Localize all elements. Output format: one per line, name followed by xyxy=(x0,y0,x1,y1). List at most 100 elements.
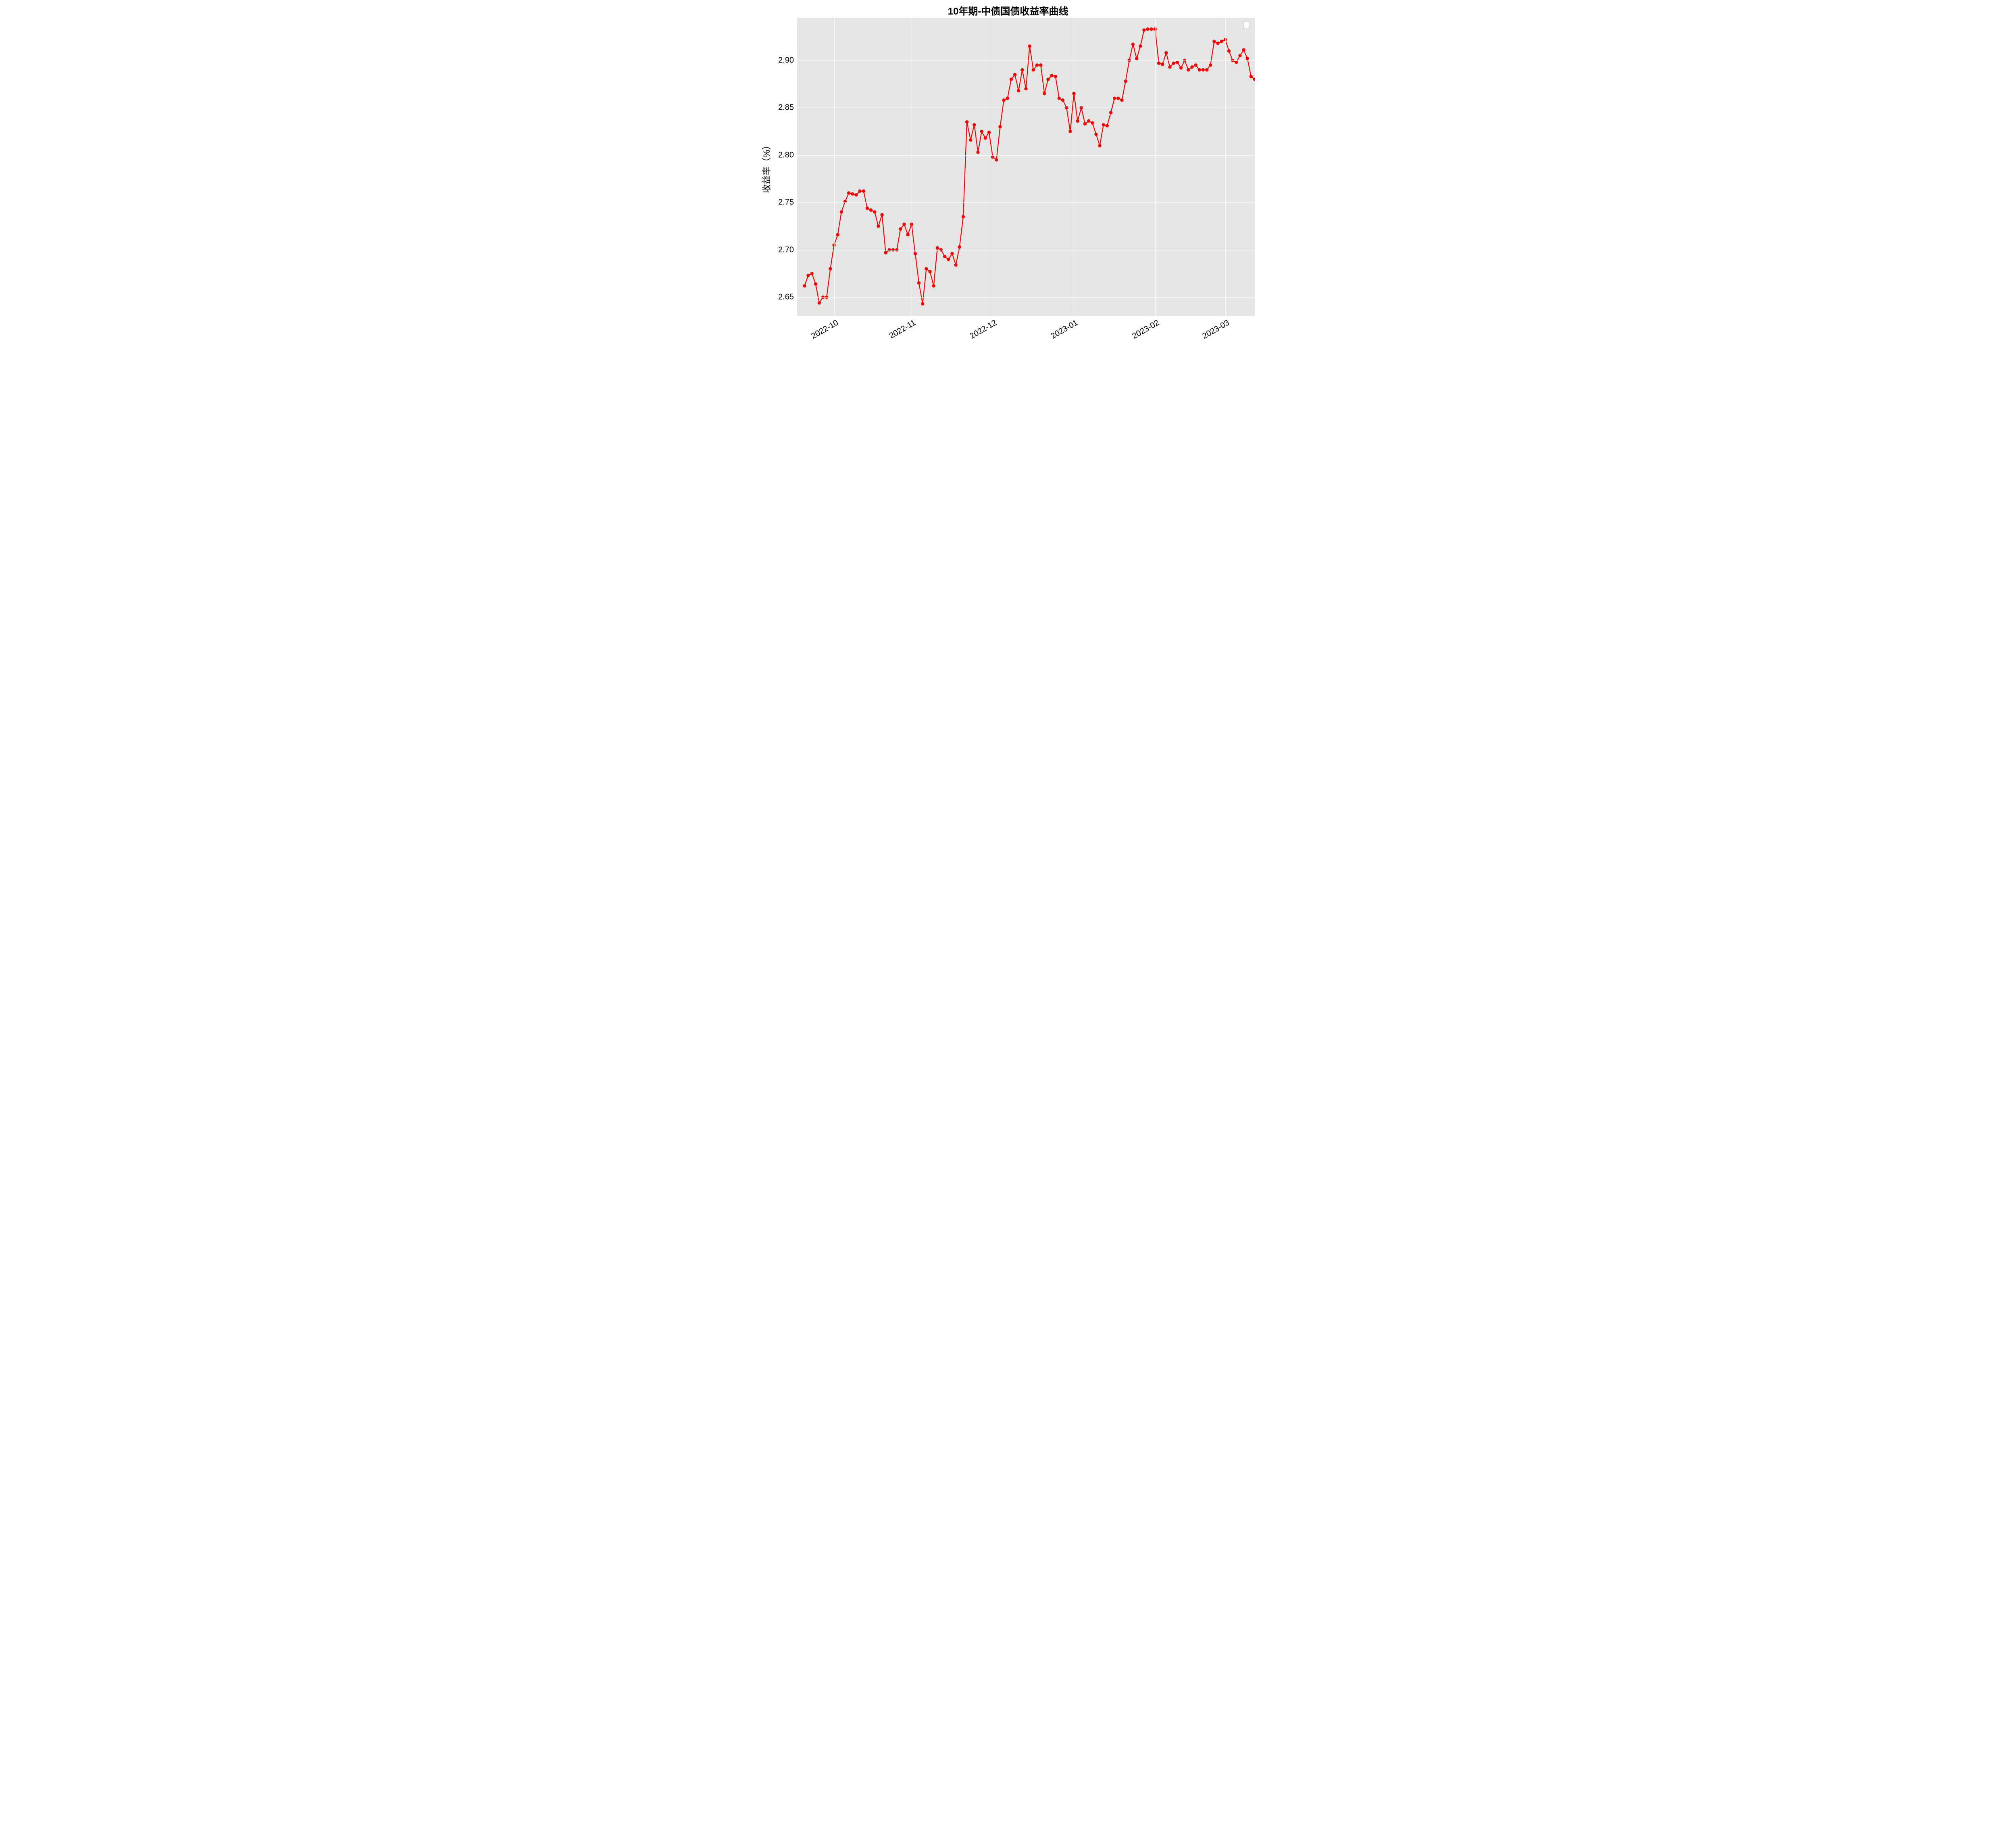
series-marker xyxy=(1043,92,1046,95)
ytick-label: 2.85 xyxy=(778,103,797,113)
series-marker xyxy=(950,252,954,255)
series-marker xyxy=(858,190,861,193)
series-marker xyxy=(1006,96,1009,100)
ytick-label: 2.70 xyxy=(778,245,797,254)
series-marker xyxy=(1146,27,1149,31)
xtick-label: 2022-12 xyxy=(967,316,999,341)
series-marker xyxy=(998,125,1002,128)
xtick-label: 2023-03 xyxy=(1200,316,1231,341)
series-marker xyxy=(1212,40,1216,43)
series-marker xyxy=(958,245,961,248)
series-marker xyxy=(1102,123,1105,126)
series-marker xyxy=(969,138,972,142)
series-marker xyxy=(880,213,883,216)
xtick-label: 2023-01 xyxy=(1048,316,1080,341)
series-marker xyxy=(1017,89,1020,92)
series-marker xyxy=(987,131,991,134)
series-marker xyxy=(1109,111,1112,114)
series-marker xyxy=(899,227,902,231)
series-marker xyxy=(921,302,924,305)
series-marker xyxy=(829,267,832,270)
series-marker xyxy=(995,158,998,161)
series-marker xyxy=(1150,27,1153,31)
series-marker xyxy=(1091,121,1094,125)
series-marker xyxy=(1032,68,1035,71)
series-marker xyxy=(1120,98,1123,102)
series-marker xyxy=(1013,73,1016,76)
series-marker xyxy=(1245,57,1249,60)
series-marker xyxy=(1106,124,1109,127)
series-marker xyxy=(1116,96,1120,100)
series-marker xyxy=(869,208,873,212)
series-marker xyxy=(1002,98,1005,102)
series-marker xyxy=(1161,63,1164,66)
series-marker xyxy=(1098,144,1101,147)
series-marker xyxy=(873,210,876,213)
chart-container: 10年期-中债国债收益率曲线 收益率（%） 2.652.702.752.802.… xyxy=(755,0,1261,369)
series-marker xyxy=(851,192,854,196)
series-marker xyxy=(1039,63,1042,67)
series-marker xyxy=(836,233,839,236)
plot-area: 2.652.702.752.802.852.902022-102022-1120… xyxy=(797,18,1255,316)
xtick-label: 2022-10 xyxy=(808,316,840,341)
series-marker xyxy=(1227,49,1231,52)
ytick-label: 2.80 xyxy=(778,150,797,160)
series-marker xyxy=(976,150,979,154)
series-marker xyxy=(1135,57,1138,60)
series-marker xyxy=(840,210,843,213)
series-marker xyxy=(1076,119,1079,123)
series-marker xyxy=(1235,60,1238,64)
series-marker xyxy=(1202,68,1205,71)
series-marker xyxy=(1020,68,1024,71)
gridline-horizontal xyxy=(797,202,1255,203)
series-marker xyxy=(902,223,906,226)
series-marker xyxy=(1046,78,1050,81)
gridline-vertical xyxy=(834,18,835,316)
series-marker xyxy=(1035,63,1039,67)
series-marker xyxy=(947,258,950,261)
series-marker xyxy=(1238,54,1241,57)
gridline-horizontal xyxy=(797,60,1255,61)
series-marker xyxy=(1028,44,1031,48)
series-marker xyxy=(932,284,935,288)
gridline-horizontal xyxy=(797,155,1255,156)
series-marker xyxy=(1216,42,1219,45)
series-marker xyxy=(917,281,921,285)
series-marker xyxy=(1220,40,1223,43)
series-marker xyxy=(803,284,806,288)
series-marker xyxy=(943,255,946,258)
series-marker xyxy=(906,233,909,236)
series-marker xyxy=(1139,44,1142,48)
series-marker xyxy=(1176,60,1179,64)
series-marker xyxy=(877,225,880,228)
gridline-vertical xyxy=(1155,18,1156,316)
legend-placeholder xyxy=(1243,22,1250,28)
series-marker xyxy=(847,191,850,194)
series-marker xyxy=(1050,74,1053,77)
series-marker xyxy=(1094,133,1098,136)
series-marker xyxy=(925,267,928,270)
series-marker xyxy=(1164,51,1168,54)
series-marker xyxy=(1205,68,1208,71)
series-marker xyxy=(928,270,931,273)
series-marker xyxy=(1209,63,1212,67)
chart-title: 10年期-中债国债收益率曲线 xyxy=(755,3,1261,17)
series-marker xyxy=(862,190,865,193)
series-marker xyxy=(1068,130,1072,133)
series-marker xyxy=(1190,65,1193,69)
series-marker xyxy=(1113,96,1116,100)
series-marker xyxy=(1010,78,1013,81)
xtick-label: 2022-11 xyxy=(886,316,917,341)
series-marker xyxy=(810,272,813,275)
series-marker xyxy=(814,282,817,285)
series-marker xyxy=(1187,68,1190,71)
series-marker xyxy=(954,263,957,267)
series-marker xyxy=(914,252,917,255)
series-marker xyxy=(1168,65,1171,69)
series-marker xyxy=(936,246,939,250)
series-marker xyxy=(1061,98,1064,102)
series-marker xyxy=(866,206,869,210)
line-series-svg xyxy=(797,18,1255,316)
series-marker xyxy=(806,274,810,277)
xtick-label: 2023-02 xyxy=(1129,316,1161,341)
